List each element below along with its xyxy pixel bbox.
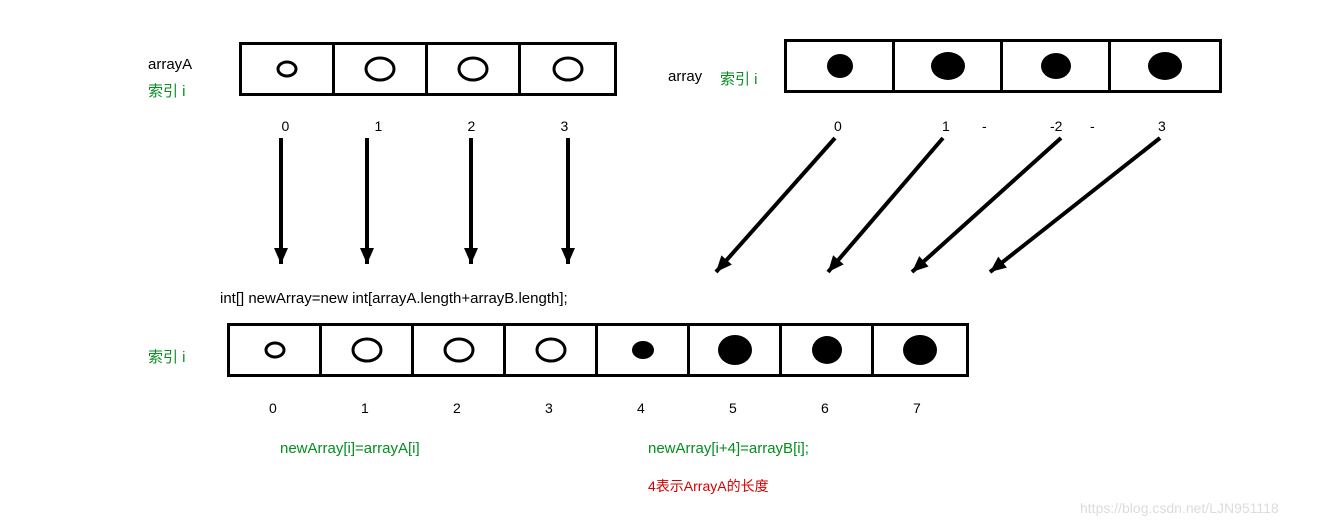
arrayB-index: -2 [1050,118,1062,134]
arrow-icon [716,138,835,272]
arrayB-dash: - [1090,118,1095,134]
newArray-index: 0 [269,400,277,416]
arrayA-index: 1 [375,118,383,134]
newArray-index: 7 [913,400,921,416]
newArray-index: 1 [361,400,369,416]
newArray-index: 4 [637,400,645,416]
arrow-icon [464,138,478,264]
arrayA-index: 3 [561,118,569,134]
arrow-icon [912,138,1061,272]
arrayA-index: 0 [282,118,290,134]
newArray-index: 2 [453,400,461,416]
arrayB-index: 1 [942,118,950,134]
arrow-icon [360,138,374,264]
arrayB-index: 3 [1158,118,1166,134]
arrow-icon [274,138,288,264]
arrow-icon [561,138,575,264]
newArray-index: 5 [729,400,737,416]
arrow-icon [990,138,1160,272]
arrayB-index: 0 [834,118,842,134]
arrayB-dash: - [982,118,987,134]
arrayA-index: 2 [468,118,476,134]
arrow-icon [828,138,943,272]
newArray-index: 6 [821,400,829,416]
newArray-index: 3 [545,400,553,416]
arrows-layer [0,0,1327,523]
